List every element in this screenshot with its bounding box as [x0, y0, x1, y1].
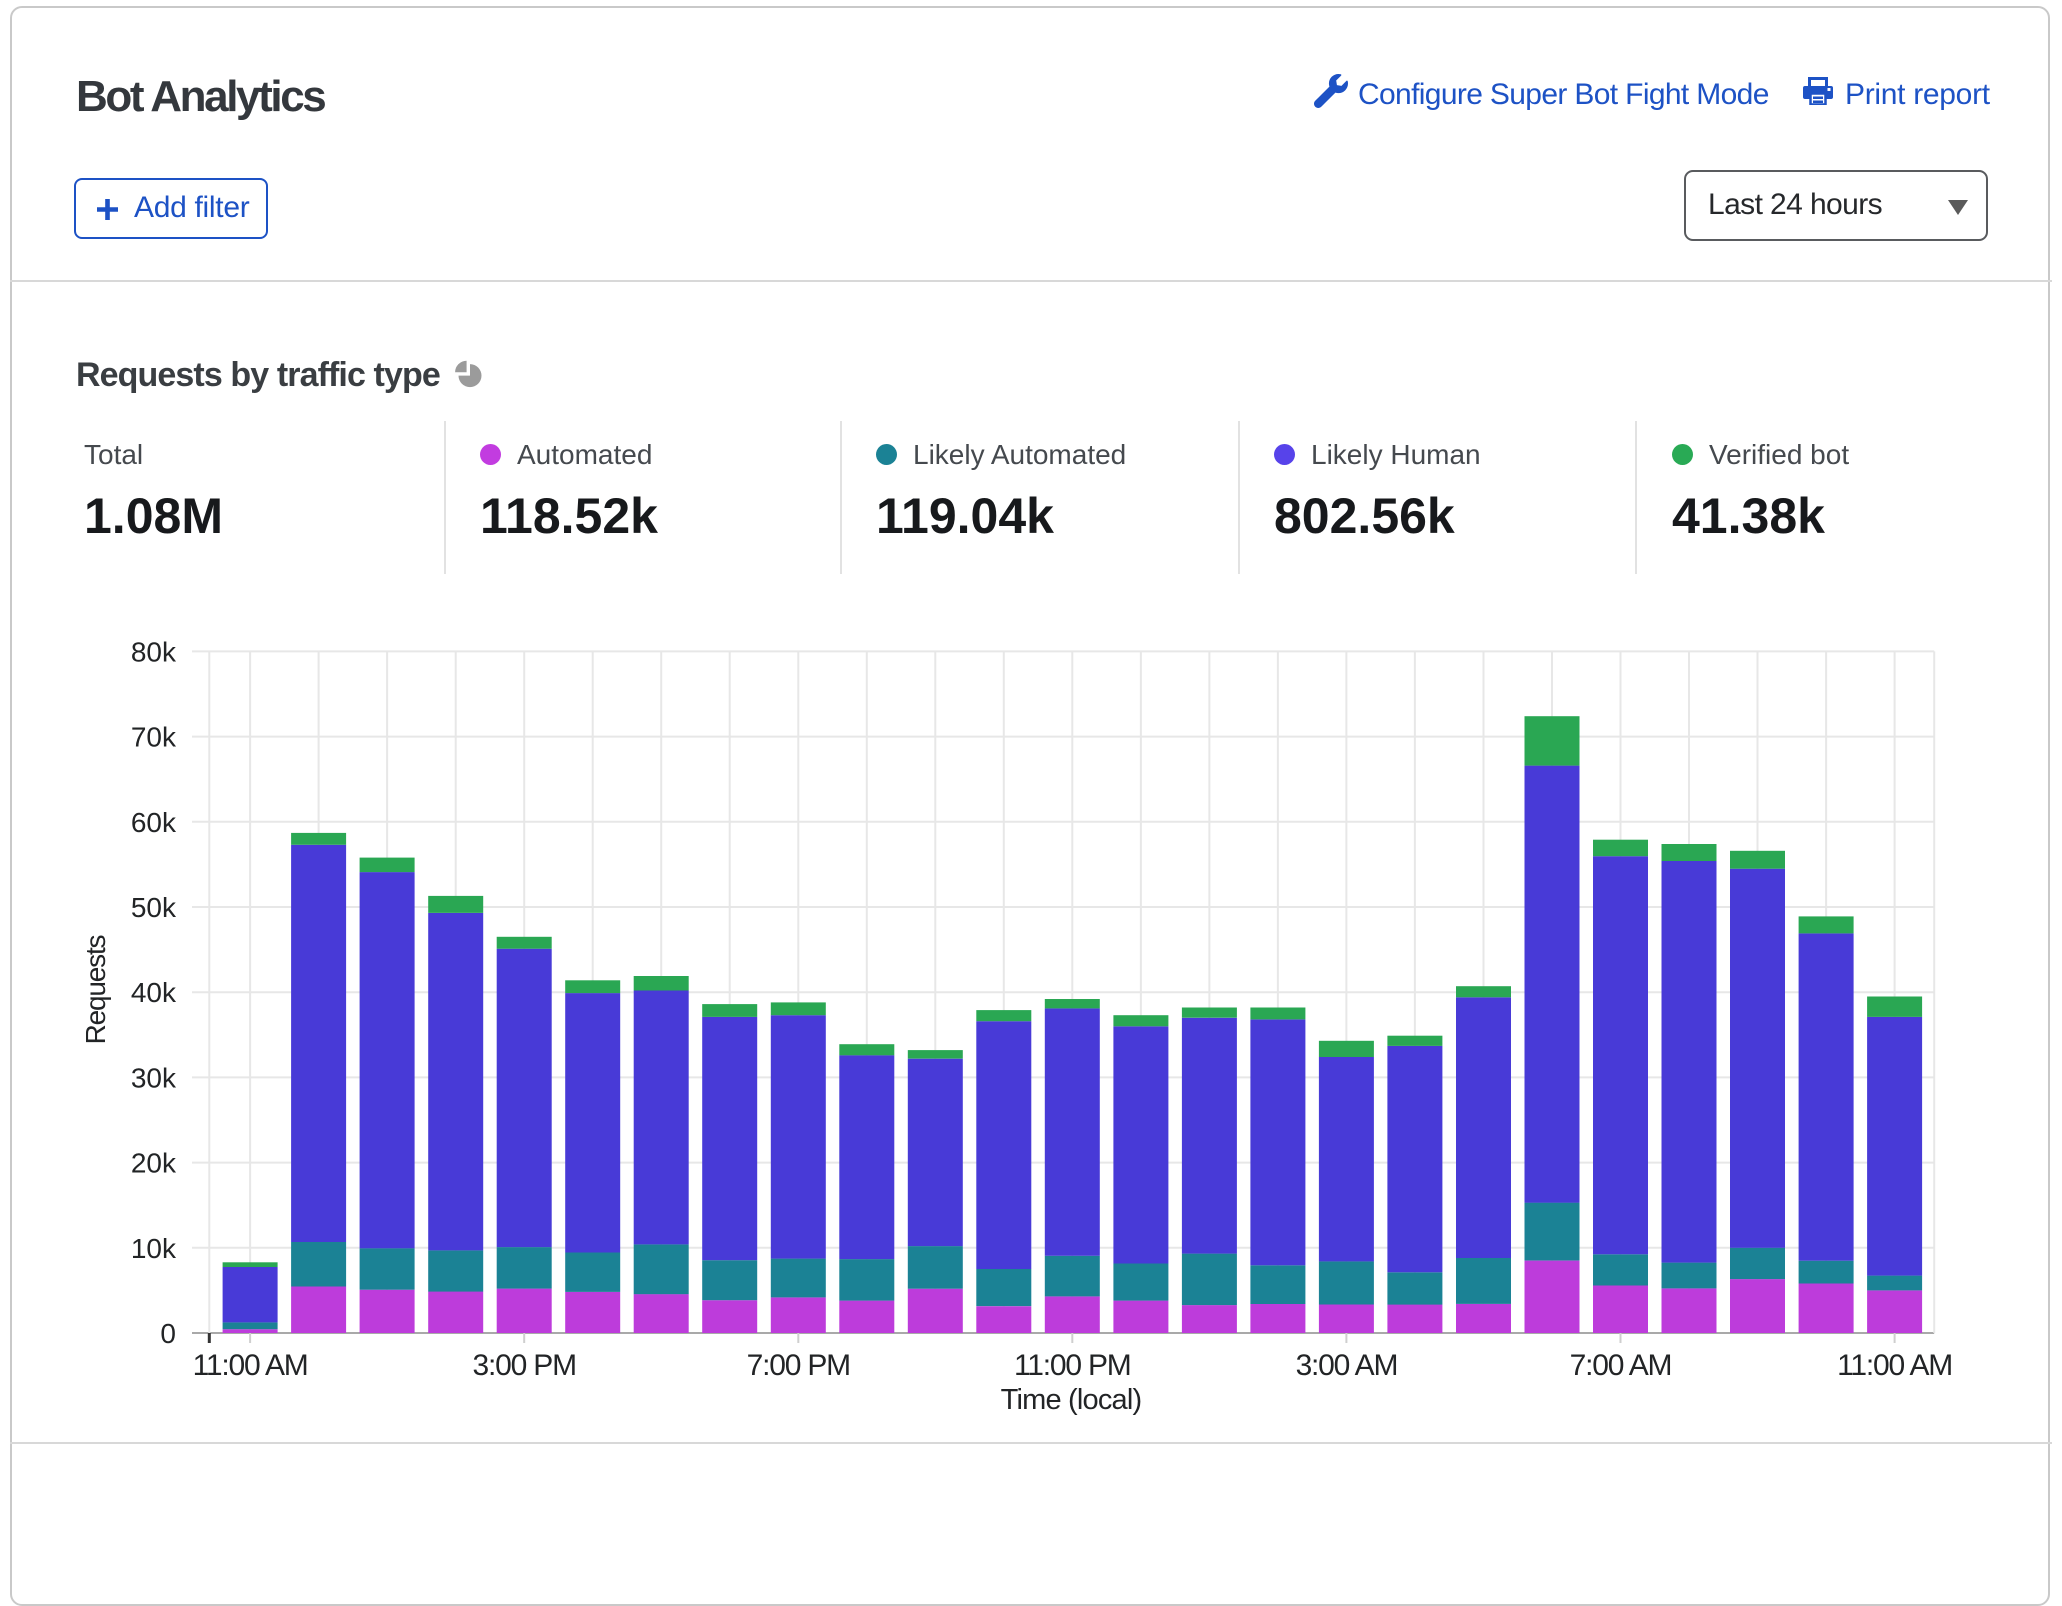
svg-text:3:00 AM: 3:00 AM — [1296, 1349, 1398, 1382]
svg-text:70k: 70k — [131, 722, 177, 753]
svg-text:20k: 20k — [131, 1148, 177, 1179]
svg-text:Requests: Requests — [80, 935, 111, 1044]
svg-text:60k: 60k — [131, 807, 177, 838]
svg-text:0: 0 — [160, 1318, 176, 1349]
svg-text:7:00 PM: 7:00 PM — [747, 1349, 850, 1382]
svg-text:10k: 10k — [131, 1233, 177, 1264]
svg-text:80k: 80k — [131, 636, 177, 667]
svg-text:30k: 30k — [131, 1062, 177, 1093]
svg-text:11:00 AM: 11:00 AM — [193, 1349, 308, 1382]
svg-text:11:00 PM: 11:00 PM — [1014, 1349, 1131, 1382]
svg-text:11:00 AM: 11:00 AM — [1837, 1349, 1952, 1382]
svg-text:40k: 40k — [131, 977, 177, 1008]
svg-text:Time (local): Time (local) — [1001, 1384, 1142, 1416]
svg-text:50k: 50k — [131, 892, 177, 923]
svg-text:3:00 PM: 3:00 PM — [473, 1349, 576, 1382]
svg-text:7:00 AM: 7:00 AM — [1570, 1349, 1672, 1382]
